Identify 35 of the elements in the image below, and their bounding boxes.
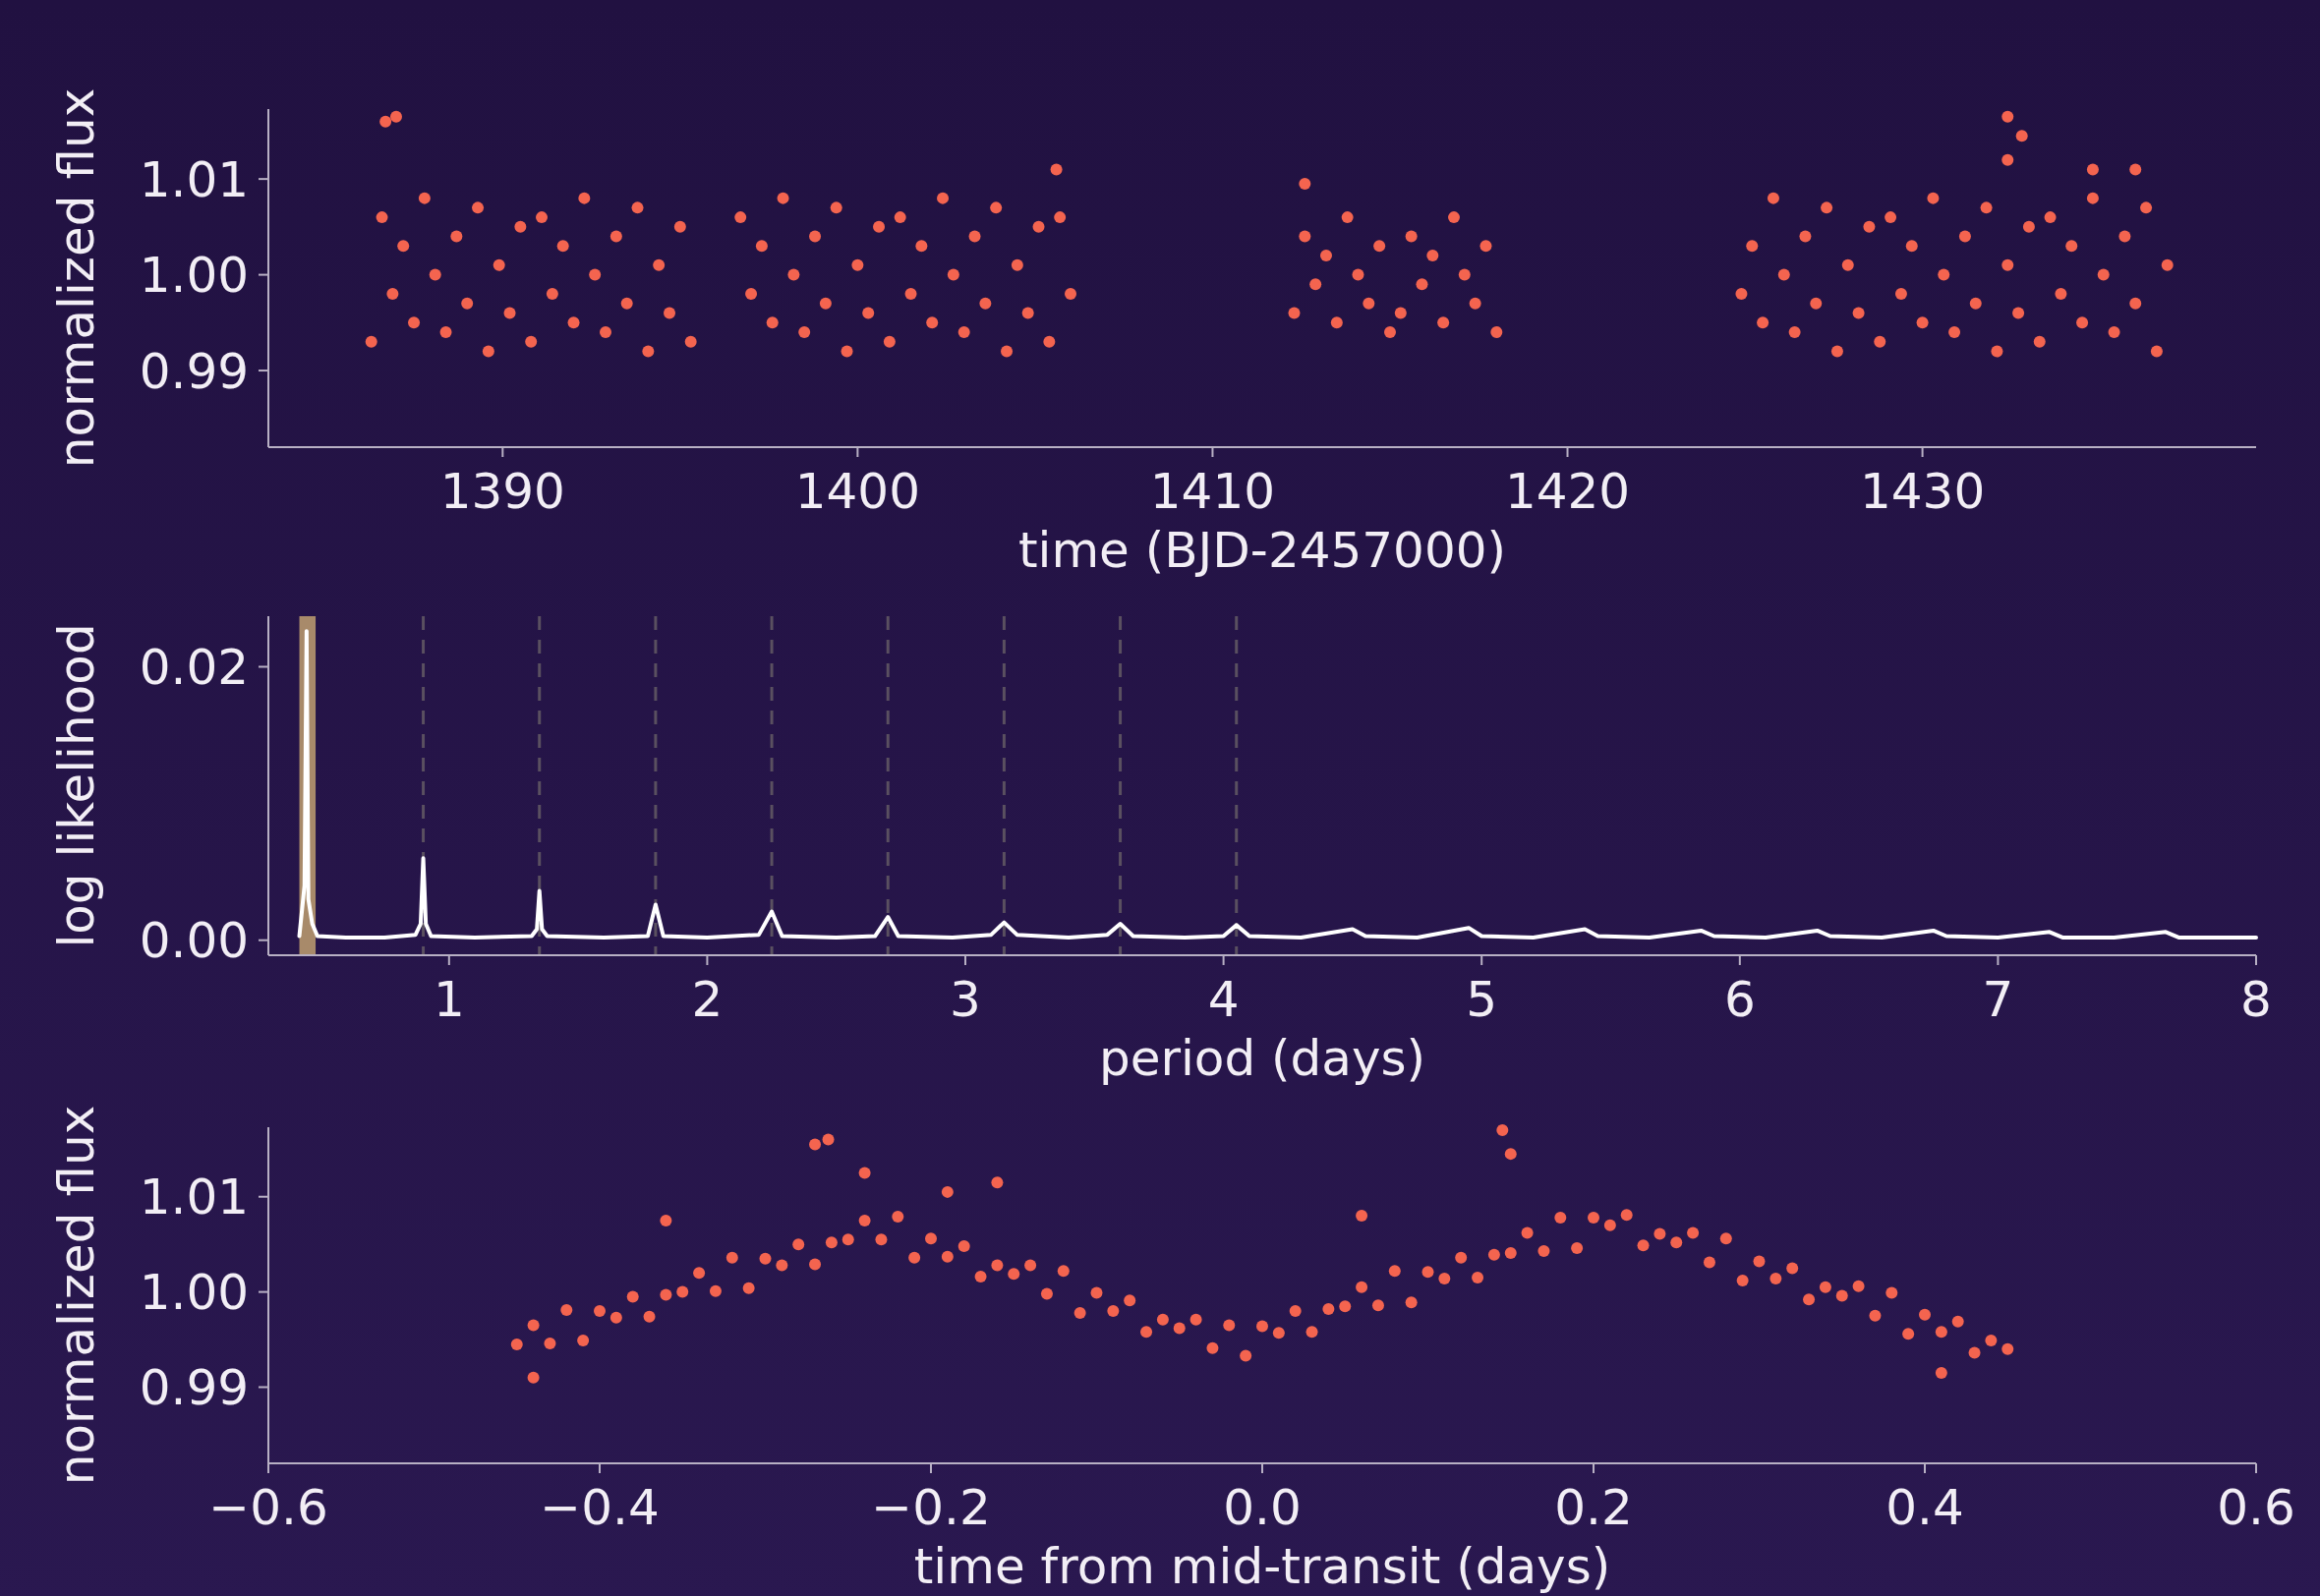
x-tick-label: 1390 — [439, 463, 565, 520]
x-tick-label: 3 — [950, 971, 981, 1028]
y-tick-label: 0.02 — [139, 638, 249, 696]
x-tick-label: 0.0 — [1223, 1479, 1302, 1536]
x-tick-label: 8 — [2240, 971, 2272, 1028]
x-tick-label: 7 — [1982, 971, 2014, 1028]
y-tick-label: 1.01 — [139, 150, 249, 208]
x-tick-label: 1410 — [1149, 463, 1276, 520]
y-tick-label: 0.99 — [139, 1358, 249, 1416]
x-tick-label: 4 — [1207, 971, 1240, 1028]
y-axis-title: log likelihood — [48, 623, 105, 948]
line-series — [297, 629, 2258, 940]
x-tick-label: 1 — [433, 971, 465, 1028]
x-axis-title: time from mid-transit (days) — [913, 1538, 1611, 1595]
x-tick-label: 0.6 — [2217, 1479, 2295, 1536]
x-tick-label: 2 — [691, 971, 724, 1028]
x-tick-label: 1430 — [1859, 463, 1986, 520]
x-tick-label: 0.4 — [1885, 1479, 1964, 1536]
y-tick-label: 0.00 — [139, 912, 249, 970]
x-tick-label: 1420 — [1504, 463, 1631, 520]
y-axis-title: normalized flux — [48, 1105, 105, 1486]
x-tick-label: 1400 — [794, 463, 920, 520]
x-tick-label: 5 — [1466, 971, 1498, 1028]
x-axis-title: period (days) — [1098, 1030, 1426, 1087]
y-tick-label: 1.00 — [139, 1264, 249, 1322]
x-tick-label: −0.6 — [208, 1479, 328, 1536]
y-tick-label: 0.99 — [139, 342, 249, 400]
y-axis-title: normalized flux — [48, 87, 105, 469]
y-tick-label: 1.00 — [139, 247, 249, 305]
x-tick-label: −0.2 — [871, 1479, 991, 1536]
x-axis-title: time (BJD-2457000) — [1017, 522, 1507, 579]
x-tick-label: −0.4 — [540, 1479, 660, 1536]
y-tick-label: 1.01 — [139, 1168, 249, 1226]
x-tick-label: 0.2 — [1554, 1479, 1633, 1536]
x-tick-label: 6 — [1723, 971, 1756, 1028]
